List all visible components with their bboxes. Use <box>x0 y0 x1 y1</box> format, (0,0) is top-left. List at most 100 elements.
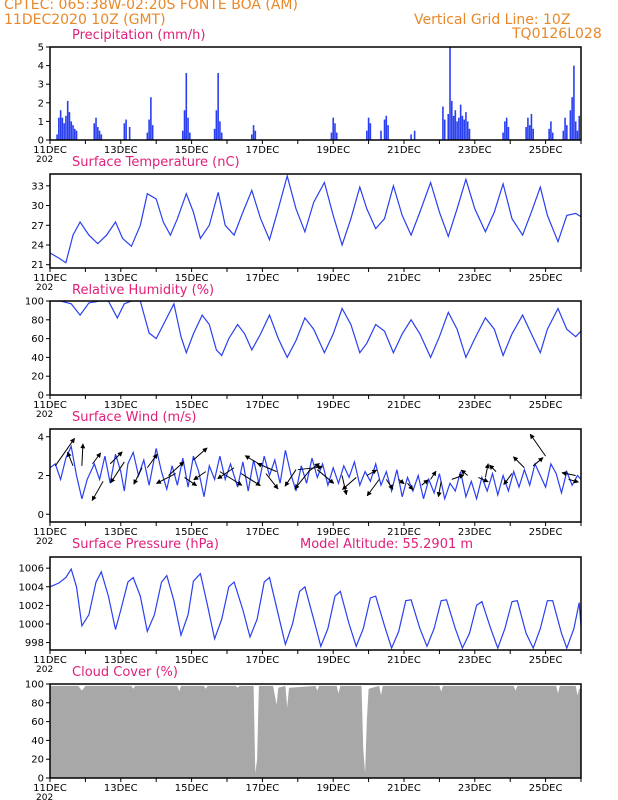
x-tick-label: 11DEC <box>33 400 67 411</box>
panel-frame <box>49 683 582 779</box>
wind-vector <box>219 471 243 486</box>
wind-vector <box>240 473 261 487</box>
precip-bar <box>181 130 184 140</box>
x-tick-label: 11DEC <box>33 527 67 538</box>
precip-bar <box>220 132 223 140</box>
precip-bar <box>505 117 508 140</box>
precip-bar <box>454 110 457 140</box>
precip-bar <box>410 134 412 140</box>
precip-bar <box>65 115 67 140</box>
wind-vector <box>489 464 497 472</box>
precip-bar <box>530 113 533 140</box>
y-tick-label: 1004 <box>19 582 44 593</box>
panel-frame <box>49 556 582 651</box>
precip-bar <box>187 117 189 140</box>
wind-vector <box>168 461 185 476</box>
series-line <box>50 567 581 650</box>
x-tick-label: 23DEC <box>458 400 492 411</box>
precip-bar <box>72 125 74 140</box>
precip-bar <box>452 115 455 140</box>
x-tick-label: 21DEC <box>387 145 421 156</box>
wind-vector <box>66 451 74 466</box>
precip-bar <box>335 132 338 140</box>
wind-vector <box>184 477 198 487</box>
x-tick-label: 13DEC <box>104 655 138 666</box>
x-tick-label: 21DEC <box>387 655 421 666</box>
x-tick-label: 11DEC <box>33 145 67 156</box>
y-tick-label: 2 <box>38 471 44 482</box>
precip-bar <box>502 132 504 140</box>
precip-bar <box>217 73 219 140</box>
cloud-cover-area <box>50 685 581 778</box>
wind-vector <box>532 457 544 467</box>
precip-bar <box>463 119 465 140</box>
y-tick-label: 80 <box>31 698 44 709</box>
model-altitude: Model Altitude: 55.2901 m <box>300 537 474 552</box>
wind-vector <box>91 481 104 501</box>
y-tick-label: 24 <box>31 240 44 251</box>
wind-vector <box>80 443 86 466</box>
wind-vector <box>109 451 123 465</box>
x-tick-label: 13DEC <box>104 783 138 794</box>
x-tick-label: 25DEC <box>529 527 563 538</box>
panel-title-pressure: Surface Pressure (hPa) <box>72 537 219 552</box>
wind-vector <box>244 455 260 465</box>
header-datetime: 11DEC2020 10Z (GMT) <box>4 12 166 28</box>
y-tick-label: 1 <box>38 117 44 128</box>
precip-bar <box>73 128 76 140</box>
precip-bar <box>562 130 565 140</box>
x-tick-label: 21DEC <box>387 783 421 794</box>
precip-bar <box>573 65 575 140</box>
precip-bar <box>532 128 535 140</box>
header-grid-line: Vertical Grid Line: 10Z <box>414 12 571 28</box>
x-tick-label: 11DEC <box>33 273 67 284</box>
wind-vector <box>193 471 207 481</box>
precip-bar <box>571 97 573 140</box>
y-tick-label: 998 <box>25 638 44 649</box>
wind-vector <box>366 469 378 476</box>
x-tick-label: 21DEC <box>387 400 421 411</box>
wind-vector <box>265 473 279 490</box>
precip-bar <box>250 134 253 140</box>
wind-vector <box>430 470 437 480</box>
precip-bar <box>56 134 58 140</box>
precip-bar <box>96 126 99 140</box>
precip-bar <box>550 121 552 140</box>
x-tick-label: 23DEC <box>458 655 492 666</box>
precip-bar <box>468 128 471 140</box>
y-tick-label: 3 <box>38 80 44 91</box>
precip-bar <box>461 115 464 140</box>
precip-bar <box>252 125 255 140</box>
x-tick-label: 13DEC <box>104 527 138 538</box>
panel-plot-area <box>50 301 581 360</box>
precip-bar <box>98 130 101 140</box>
header-location: CPTEC: 065:38W-02:20S FONTE BOA (AM) <box>4 0 298 13</box>
wind-vector <box>478 476 489 483</box>
x-tick-label: 23DEC <box>458 783 492 794</box>
panel-5 <box>46 683 582 782</box>
panel-plot-area <box>50 174 581 264</box>
wind-vector <box>316 469 335 484</box>
precip-bar <box>466 121 469 140</box>
precip-bar <box>68 112 71 140</box>
wind-vector <box>342 477 357 490</box>
precip-bar <box>551 132 554 140</box>
y-tick-label: 27 <box>31 221 44 232</box>
precip-bar <box>465 112 467 140</box>
x-tick-label: 23DEC <box>458 273 492 284</box>
precip-bar <box>527 117 529 140</box>
y-tick-label: 100 <box>25 297 44 308</box>
precip-bar <box>447 113 450 140</box>
y-tick-label: 60 <box>31 717 44 728</box>
panel-0 <box>46 46 582 144</box>
panel-plot-area <box>50 685 581 778</box>
x-tick-label: 15DEC <box>175 273 209 284</box>
x-tick-label: 15DEC <box>175 783 209 794</box>
precip-bar <box>366 130 368 140</box>
precip-bar <box>576 130 579 140</box>
year-label: 202 <box>36 155 53 165</box>
precip-bar <box>566 125 568 140</box>
precip-bar <box>75 130 78 140</box>
precip-bar <box>219 121 221 140</box>
